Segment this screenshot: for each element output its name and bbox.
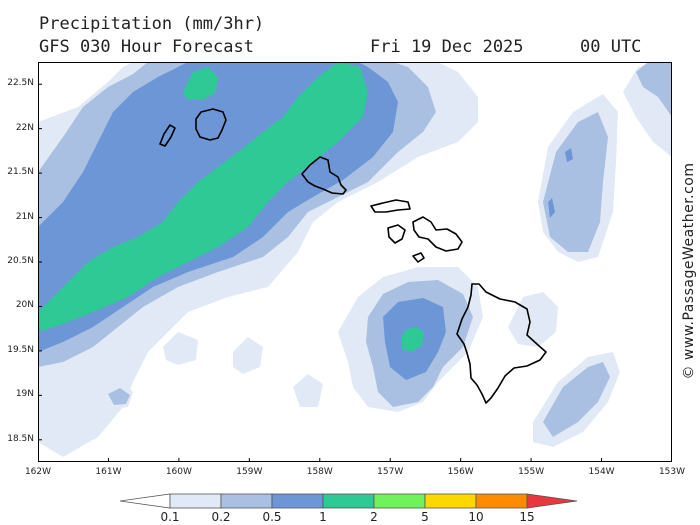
island-molokai (370, 199, 411, 213)
map-title: Precipitation (mm/3hr) (39, 14, 265, 34)
lat-label: 22N (15, 122, 34, 133)
map-frame (38, 62, 672, 462)
precipitation-map (38, 62, 672, 462)
precip-band-0.2 (543, 362, 610, 437)
lat-label: 21N (15, 211, 34, 222)
lon-label: 158W (306, 467, 333, 477)
legend-swatch (220, 493, 273, 509)
lat-label: 22.5N (7, 78, 34, 89)
legend-swatch (526, 493, 578, 509)
precip-band-1 (38, 62, 368, 332)
precip-band-0.5 (565, 148, 573, 162)
lon-label: 162W (24, 467, 52, 477)
lon-label: 157W (377, 467, 404, 477)
island-lanai (387, 224, 406, 244)
island-outlines (159, 108, 547, 404)
legend-swatch (169, 493, 222, 509)
forecast-date: Fri 19 Dec 2025 (370, 37, 524, 57)
legend-swatch (475, 493, 528, 509)
legend-swatch (373, 493, 426, 509)
legend-label: 10 (468, 510, 484, 524)
lon-label: 156W (447, 467, 474, 477)
precipitation-legend (119, 493, 578, 509)
precip-band-0.2 (543, 112, 608, 252)
site-credit: © www.PassageWeather.com (681, 162, 697, 380)
legend-label: 5 (421, 510, 429, 524)
forecast-label: GFS 030 Hour Forecast (39, 37, 254, 57)
lat-label: 18.5N (7, 433, 34, 444)
forecast-time: 00 UTC (580, 37, 642, 57)
legend-label: 1 (319, 510, 327, 524)
legend-swatch (271, 493, 324, 509)
precip-band-light (293, 374, 323, 407)
island-niihau (159, 124, 176, 147)
island-hawaii (456, 283, 547, 404)
precip-band-1 (183, 67, 218, 100)
lat-label: 21.5N (7, 167, 34, 178)
precip-band-light (233, 337, 263, 374)
lon-label: 160W (165, 467, 192, 477)
island-kauai (195, 108, 227, 141)
precip-band-0.2 (636, 62, 672, 117)
legend-swatch (424, 493, 477, 509)
legend-label: 2 (370, 510, 378, 524)
lat-label: 19N (15, 389, 34, 400)
lon-label: 154W (588, 467, 615, 477)
island-kahoolawe (412, 252, 425, 263)
lat-label: 20.5N (7, 256, 34, 266)
precip-band-0.5 (548, 198, 555, 218)
legend-swatch (119, 493, 171, 509)
legend-label: 0.1 (160, 510, 180, 524)
lon-label: 159W (236, 467, 263, 477)
lon-label: 155W (518, 467, 545, 477)
legend-label: 0.5 (262, 510, 282, 524)
precipitation-layer (38, 62, 672, 457)
island-oahu (301, 156, 347, 195)
lat-label: 19.5N (7, 344, 34, 355)
legend-label: 15 (519, 510, 535, 524)
precip-band-1 (401, 327, 424, 352)
lon-label: 153W (658, 467, 686, 477)
island-maui (412, 216, 463, 252)
legend-label: 0.2 (211, 510, 231, 524)
legend-swatch (322, 493, 375, 509)
lon-label: 161W (95, 467, 122, 477)
precip-band-0.2 (108, 388, 130, 405)
precip-band-light (163, 332, 198, 365)
lat-label: 20N (15, 300, 34, 311)
